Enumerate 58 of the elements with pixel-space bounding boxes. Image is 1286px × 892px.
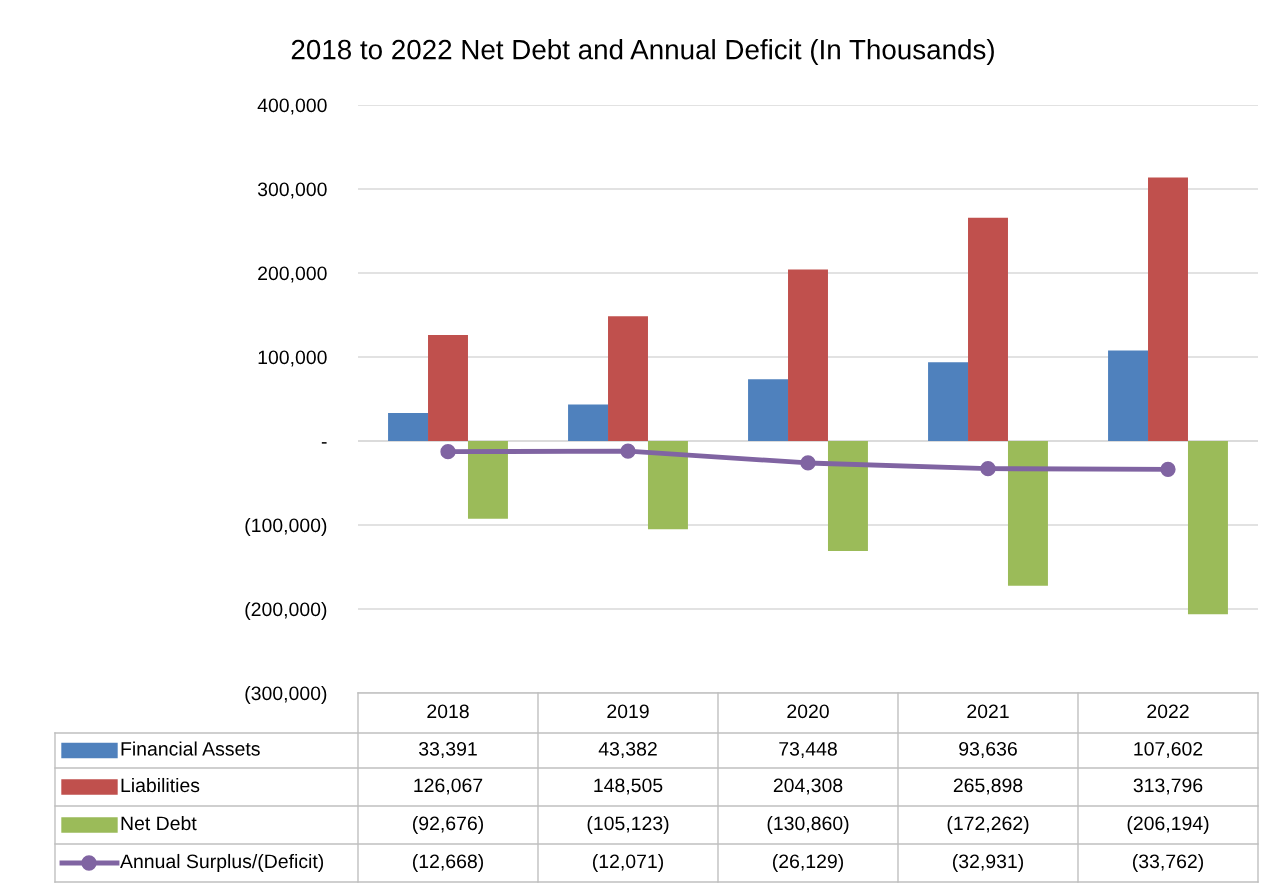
x-tick-label: 2020 [787,704,829,719]
data-label: 265,898 [953,778,1023,795]
data-label: 73,448 [779,741,837,759]
bar [647,441,688,530]
chart-title: 2018 to 2022 Net Debt and Annual Deficit (In Thousands) [291,39,994,65]
point [800,455,816,471]
legend-label: Liabilities [121,777,200,793]
data-label: 33,391 [419,741,477,759]
data-label: 313,796 [1133,778,1203,795]
data-label: (92,676) [413,815,484,835]
bar [788,269,828,441]
bar [1007,441,1048,586]
bar [608,316,648,441]
legend-label: Financial Assets [121,741,260,756]
data-label: (12,071) [593,853,664,873]
point [980,461,996,477]
bar [388,412,429,441]
data-label: 204,308 [773,778,843,795]
point [620,443,636,459]
point [440,444,456,460]
x-tick-label: 2022 [1147,704,1189,719]
x-tick-label: 2018 [427,704,469,719]
y-tick-label: (300,000) [245,685,327,705]
legend-label: Annual Surplus/(Deficit) [120,853,324,873]
legend-label: Net Debt [121,815,197,831]
bar [928,362,969,441]
bar [568,404,609,441]
bar [748,379,789,441]
x-tick-label: 2019 [607,704,649,719]
y-tick-label: 400,000 [257,98,327,115]
data-label: (26,129) [773,853,844,873]
y-tick-label: 200,000 [258,266,327,283]
data-label: (206,194) [1127,815,1209,835]
data-label: (33,762) [1133,853,1204,873]
bar [428,335,468,441]
y-tick-label: - [321,442,327,444]
data-label: (130,860) [767,815,849,835]
bar [467,441,508,519]
bar [1108,350,1149,441]
data-label: 43,382 [598,741,657,759]
data-label: 126,067 [414,778,483,795]
x-tick-label: 2021 [967,704,1009,719]
data-label: (172,262) [947,815,1029,835]
bar [1187,441,1228,615]
data-label: 93,636 [959,741,1017,759]
data-label: (32,931) [953,853,1024,873]
data-label: 107,602 [1134,741,1203,759]
y-tick-label: (100,000) [245,517,327,537]
y-tick-label: (200,000) [245,601,327,621]
data-label: (12,668) [413,853,484,873]
bar [968,217,1008,441]
bar [1148,177,1188,441]
bar [827,441,868,551]
data-label: 148,505 [594,778,663,795]
data-label: (105,123) [587,815,669,835]
y-tick-label: 100,000 [258,350,327,367]
y-tick-label: 300,000 [257,182,327,199]
point [1160,461,1176,477]
